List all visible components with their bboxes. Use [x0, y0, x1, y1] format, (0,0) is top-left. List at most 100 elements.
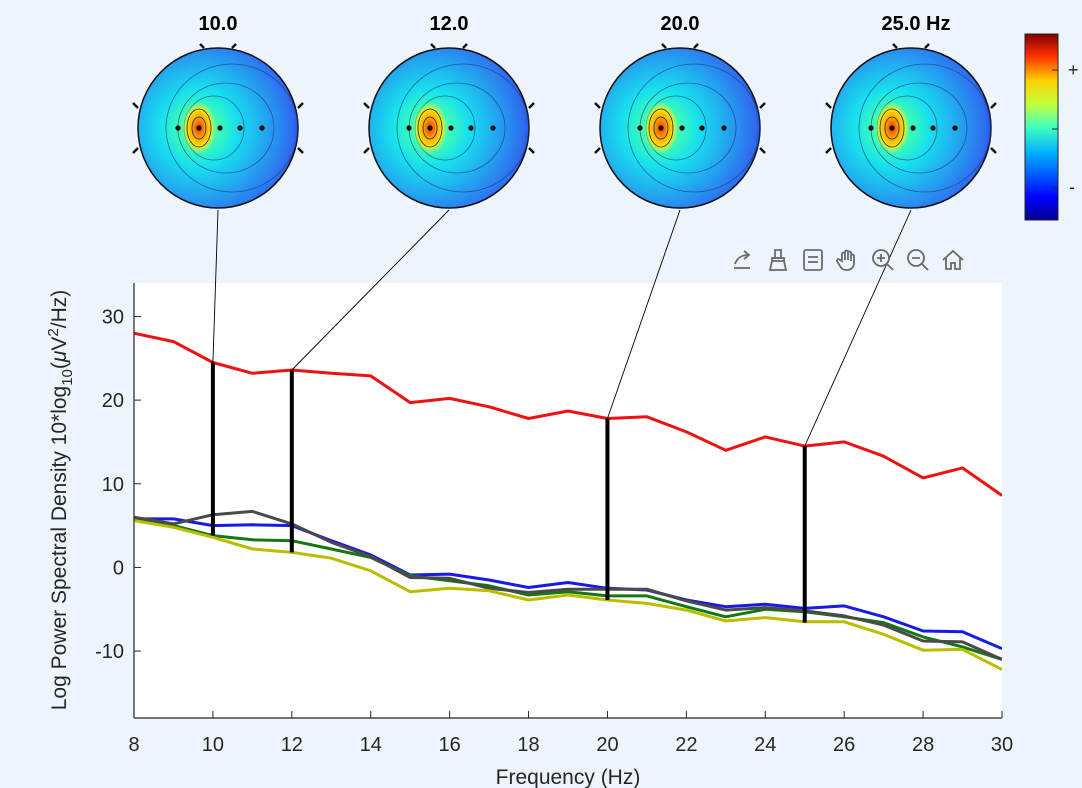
topomap-contour: [422, 116, 438, 140]
topomap-electrode: [490, 125, 496, 131]
topomap-electrode: [196, 125, 202, 131]
topomap-contour: [165, 63, 299, 193]
pan-hand-icon: [835, 249, 855, 271]
x-tick-label: 24: [754, 734, 776, 756]
topomap-electrode: [637, 125, 643, 131]
x-tick-label: 20: [596, 734, 618, 756]
tick-layer: 8 10 12 14 16 18 20 22 24 26 28 30 -10 0 10 20 30: [95, 306, 1013, 756]
colorbar-minus-label: -: [1069, 177, 1075, 197]
x-tick-label: 14: [360, 734, 382, 756]
series-line-2: [134, 517, 1002, 650]
topomap-contour: [191, 116, 207, 140]
topomap-ear-mark: [594, 147, 601, 154]
topomap-electrode: [427, 125, 433, 131]
axes-background: [134, 283, 1002, 718]
brush-button[interactable]: [761, 243, 794, 277]
topomap-ear-mark: [759, 102, 766, 109]
export-button[interactable]: [726, 243, 759, 277]
topomap-contour: [858, 63, 992, 193]
zoom-out-button[interactable]: [901, 243, 934, 277]
colorbar-gradient: [1024, 33, 1059, 221]
topomap-nose-mark: [693, 43, 699, 49]
connector-layer: [212, 209, 912, 447]
topomap-electrode: [237, 125, 243, 131]
topomap-nose-mark: [661, 43, 667, 49]
topomap-connector-2: [291, 209, 450, 371]
x-tick-label: 26: [833, 734, 855, 756]
topomap-ear-mark: [528, 102, 535, 109]
topomap-electrode: [889, 125, 895, 131]
topomap-nose-mark: [924, 43, 930, 49]
colorbar-plus-label: +: [1068, 60, 1079, 80]
zoom-in-icon: [871, 249, 894, 271]
topomap-electrode: [175, 125, 181, 131]
x-axis-label: Frequency (Hz): [496, 766, 641, 788]
y-tick-label: 10: [102, 474, 124, 496]
marker-layer: [210, 362, 807, 623]
topomap-ear-mark: [528, 147, 535, 154]
y-tick-label: -10: [95, 641, 124, 663]
topomap-ear-mark: [825, 147, 832, 154]
topomap-electrode: [868, 125, 874, 131]
topomap-electrode: [930, 125, 936, 131]
topomap-contour: [396, 63, 530, 193]
topomap-ear-mark: [825, 102, 832, 109]
topomap-2: 12.0: [363, 13, 535, 209]
x-tick-label: 18: [517, 734, 539, 756]
zoom-in-button[interactable]: [866, 243, 899, 277]
x-tick-label: 22: [675, 734, 697, 756]
datatip-icon: [802, 249, 823, 271]
topomap-electrode: [448, 125, 454, 131]
topomap-electrode: [406, 125, 412, 131]
topomap-title: 10.0: [199, 13, 238, 35]
topomap-electrode: [721, 125, 727, 131]
topomap-layer: 10.0 12.0 20.0 25.0 Hz: [132, 13, 997, 209]
topomap-ear-mark: [297, 102, 304, 109]
y-tick-label: 30: [102, 306, 124, 328]
topomap-contour: [648, 108, 674, 148]
x-tick-label: 28: [912, 734, 934, 756]
topomap-1: 10.0: [132, 13, 304, 209]
topomap-electrode: [658, 125, 664, 131]
topomap-ear-mark: [363, 102, 370, 109]
series-line-5: [134, 519, 1002, 671]
topomap-electrode: [468, 125, 474, 131]
brush-icon: [768, 249, 787, 271]
topomap-title: 20.0: [661, 13, 700, 35]
topomap-ear-mark: [594, 102, 601, 109]
x-tick-label: 8: [128, 734, 139, 756]
topomap-electrode: [699, 125, 705, 131]
topomap-contour: [186, 108, 212, 148]
topomap-nose-mark: [430, 43, 436, 49]
zoom-out-icon: [906, 249, 929, 271]
topomap-nose-mark: [462, 43, 468, 49]
topomap-ear-mark: [759, 147, 766, 154]
x-tick-label: 12: [281, 734, 303, 756]
y-axis-label: Log Power Spectral Density 10*log10(μV2/…: [45, 290, 76, 711]
x-tick-label: 16: [439, 734, 461, 756]
series-line-1: [134, 331, 1002, 497]
topomap-contour: [627, 63, 761, 193]
series-line-4: [134, 509, 1002, 661]
topomap-nose-mark: [199, 43, 205, 49]
topomap-4: 25.0 Hz: [825, 13, 997, 209]
topomap-ear-mark: [132, 147, 139, 154]
topomap-title: 25.0 Hz: [882, 13, 951, 35]
colorbar: + -: [1024, 33, 1079, 221]
topomap-contour: [879, 108, 905, 148]
axes-toolbar: [726, 242, 969, 278]
topomap-electrode: [952, 125, 958, 131]
export-icon: [733, 250, 750, 269]
datatip-button[interactable]: [796, 243, 829, 277]
topomap-nose-mark: [231, 43, 237, 49]
topomap-connector-3: [607, 209, 681, 419]
topomap-electrode: [217, 125, 223, 131]
x-tick-label: 10: [202, 734, 224, 756]
pan-button[interactable]: [831, 243, 864, 277]
home-button[interactable]: [936, 243, 969, 277]
topomap-ear-mark: [990, 147, 997, 154]
y-tick-label: 0: [113, 557, 124, 579]
topomap-electrode: [679, 125, 685, 131]
topomap-ear-mark: [990, 102, 997, 109]
